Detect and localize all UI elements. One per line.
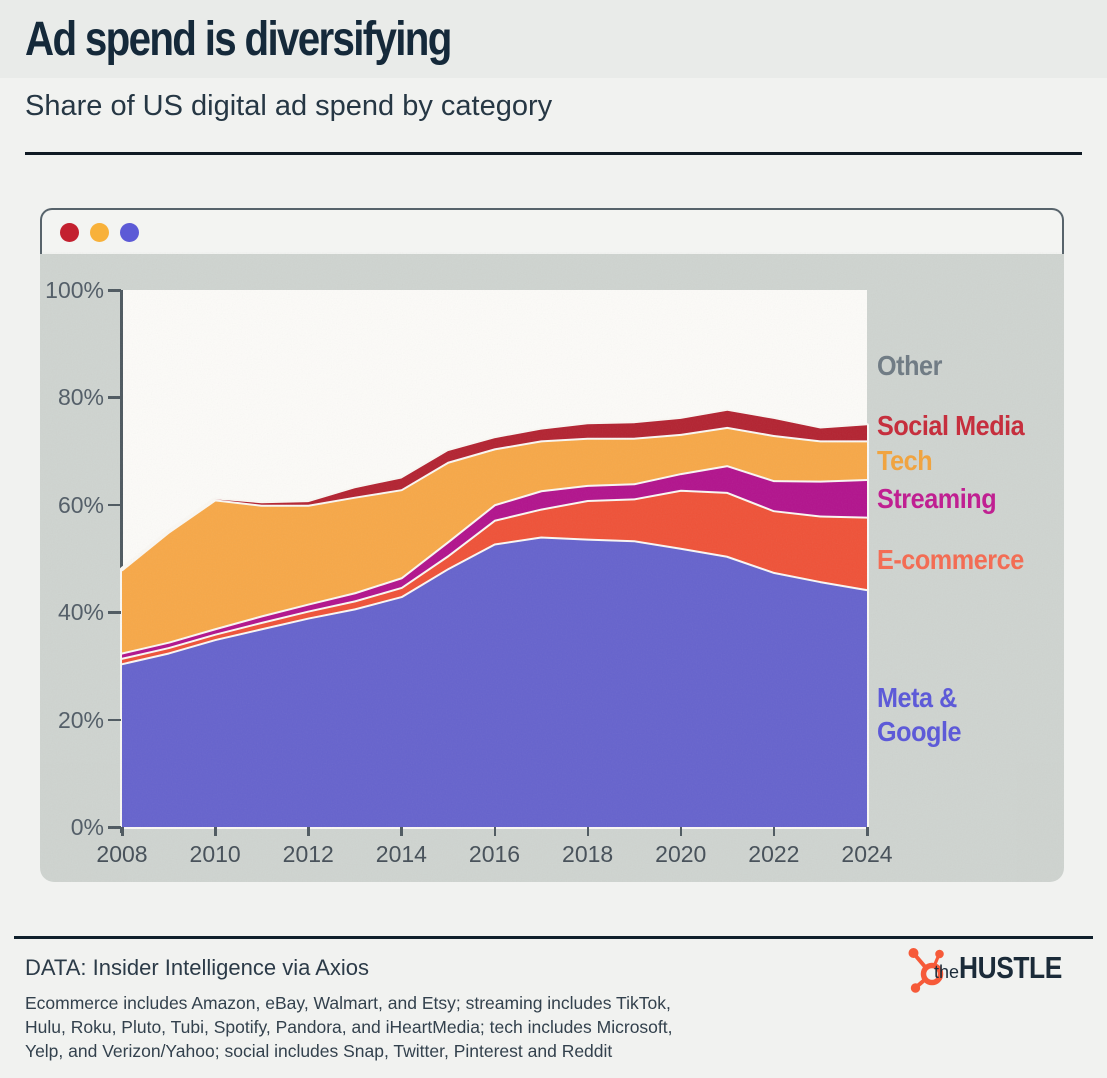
x-axis-label: 2022 [748, 841, 800, 867]
y-axis-tick [108, 396, 121, 399]
legend-label-other: Other [877, 350, 942, 381]
x-axis-tick [679, 827, 683, 836]
y-axis-label: 60% [57, 491, 104, 518]
x-axis-tick [121, 827, 124, 836]
header-band [0, 0, 1107, 78]
x-axis-label: 2018 [562, 841, 614, 867]
y-axis-label: 80% [57, 384, 104, 411]
window-close-button[interactable] [60, 223, 79, 242]
the-hustle-logo: the HUSTLE [934, 950, 1080, 986]
window-maximize-button[interactable] [120, 223, 139, 242]
y-axis-label: 20% [57, 706, 104, 733]
window-minimize-button[interactable] [90, 223, 109, 242]
footnote-line: Ecommerce includes Amazon, eBay, Walmart… [25, 993, 671, 1013]
x-axis-tick [400, 827, 403, 836]
legend-label-tech: Tech [877, 445, 933, 476]
x-axis-tick [586, 827, 590, 836]
x-axis-label: 2020 [655, 841, 707, 867]
header-divider [25, 152, 1082, 155]
x-axis-label: 2024 [841, 841, 893, 867]
data-source: DATA: Insider Intelligence via Axios [25, 955, 370, 980]
x-axis-label: 2010 [189, 841, 241, 867]
y-axis-tick [108, 826, 121, 829]
footnote: Ecommerce includes Amazon, eBay, Walmart… [25, 991, 673, 1063]
page-title: Ad spend is diversifying [25, 13, 452, 66]
y-axis-label: 100% [45, 277, 104, 303]
footnote-line: Yelp, and Verizon/Yahoo; social includes… [25, 1041, 613, 1061]
y-axis-tick [108, 289, 121, 292]
logo-the: the [933, 962, 959, 982]
logo-hustle: HUSTLE [959, 950, 1062, 985]
x-axis-label: 2008 [96, 841, 148, 867]
x-axis-tick [866, 827, 869, 836]
chart-canvas [120, 408, 869, 829]
legend-label-streaming: Streaming [877, 483, 997, 514]
stacked-area-chart: 0% 20% 40% 60% 80% 100% 2008 2010 2012 2014 2016 20… [45, 277, 892, 867]
x-axis-tick [772, 827, 776, 836]
y-axis-label: 40% [57, 599, 104, 626]
footnote-line: Hulu, Roku, Pluto, Tubi, Spotify, Pandor… [25, 1017, 673, 1037]
y-axis-label: 0% [70, 814, 104, 840]
y-axis-tick [108, 718, 121, 722]
browser-window-titlebar [40, 208, 1064, 254]
x-axis-label: 2012 [282, 841, 334, 867]
page-subtitle: Share of US digital ad spend by category [25, 90, 553, 122]
x-axis-label: 2016 [468, 841, 521, 867]
y-axis-tick [108, 503, 121, 507]
x-axis-label: 2014 [375, 841, 427, 867]
hubspot-sprocket-icon [908, 948, 944, 993]
footer-divider [14, 936, 1093, 939]
x-axis-tick [307, 827, 310, 836]
legend-label-meta-google: Meta & Google [877, 682, 962, 747]
y-axis-tick [108, 611, 121, 614]
x-axis-tick [214, 827, 217, 836]
x-axis-tick [493, 827, 496, 836]
legend-label-e-commerce: E-commerce [877, 544, 1024, 575]
legend-label-social-media: Social Media [877, 410, 1025, 441]
